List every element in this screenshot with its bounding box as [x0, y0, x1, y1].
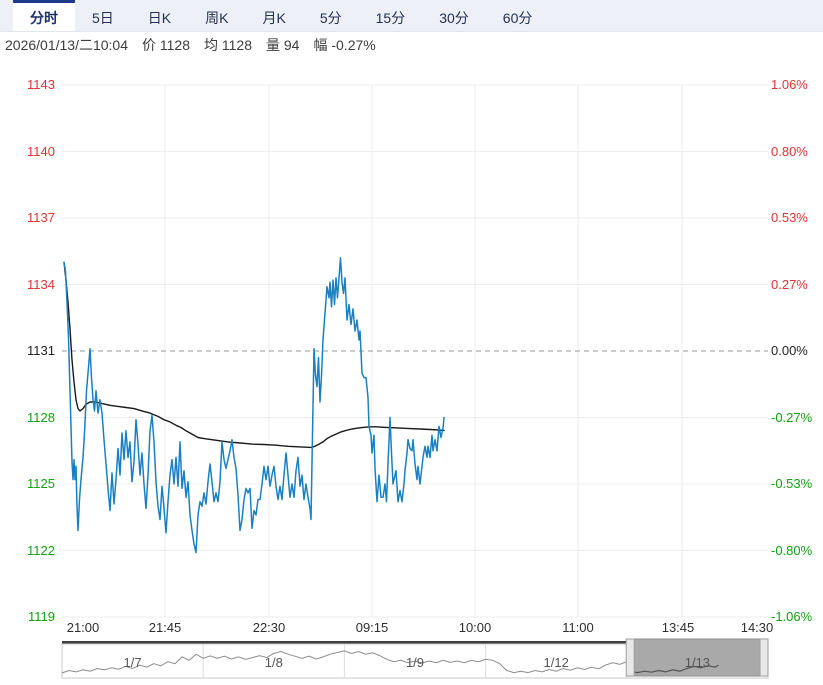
y-axis-label-left: 1143: [27, 77, 55, 92]
quote-price: 价 1128: [142, 32, 190, 59]
change-value: -0.27%: [331, 37, 376, 53]
volume-label: 量: [266, 37, 280, 53]
y-axis-label-left: 1140: [27, 143, 55, 159]
x-axis-label: 11:00: [562, 620, 594, 635]
y-axis-label-right: 1.06%: [771, 77, 808, 92]
y-axis-label-right: 0.27%: [771, 276, 808, 292]
navigator-line-selected: [630, 664, 719, 674]
navigator-handle-right[interactable]: [759, 638, 769, 677]
x-axis-label: 13:45: [661, 620, 695, 635]
y-axis-label-left: 1137: [27, 210, 55, 225]
y-axis-label-left: 1128: [27, 409, 55, 425]
x-axis-label: 21:45: [148, 620, 182, 635]
x-axis-label: 09:15: [355, 620, 389, 635]
x-axis-label: 22:30: [252, 620, 286, 635]
tab-5day[interactable]: 5日: [92, 10, 114, 26]
y-axis-label-left: 1119: [28, 609, 55, 624]
navigator-handle-left[interactable]: [625, 638, 635, 677]
x-axis-label: 21:00: [66, 620, 100, 635]
y-axis-label-left: 1131: [27, 343, 55, 358]
price-label: 价: [142, 37, 156, 53]
chart-area[interactable]: 1143 1140 1137 1134 1131 1128 1125 1122 1119 1.06…: [0, 59, 823, 682]
x-axis-label: 10:00: [458, 620, 492, 635]
average-line: [63, 261, 445, 449]
change-label: 幅: [313, 37, 328, 53]
y-axis-label-right: 0.80%: [771, 143, 808, 159]
y-axis-label-right: -0.80%: [771, 542, 813, 558]
tab-bar: 分时 5日 日K 周K 月K 5分 15分 30分 60分: [0, 0, 823, 32]
quote-average: 均 1128: [204, 32, 252, 59]
chart-canvas[interactable]: [0, 59, 823, 682]
tab-weekly-k[interactable]: 周K: [205, 10, 229, 26]
y-axis-label-left: 1125: [27, 476, 55, 491]
quote-datetime: 2026/01/13/二10:04: [5, 37, 128, 53]
y-axis-label-right: -0.27%: [771, 409, 813, 425]
quote-info-bar: 2026/01/13/二10:04 价 1128 均 1128 量 94 幅 -…: [0, 32, 823, 59]
navigator-date-label: 1/7: [123, 655, 142, 670]
tab-30min[interactable]: 30分: [439, 10, 469, 26]
navigator-date-label: 1/12: [543, 655, 569, 670]
x-axis-line: [62, 641, 629, 644]
quote-volume: 量 94: [266, 32, 299, 59]
tab-5min[interactable]: 5分: [319, 10, 342, 26]
y-axis-label-right: -1.06%: [771, 609, 813, 624]
average-label: 均: [204, 37, 218, 53]
navigator-date-label: 1/9: [405, 655, 425, 670]
tab-daily-k[interactable]: 日K: [147, 10, 172, 26]
navigator-line: [61, 650, 719, 674]
y-axis-label-right: -0.53%: [771, 476, 813, 491]
y-axis-label-left: 1134: [27, 276, 55, 292]
tab-minute[interactable]: 分时: [13, 0, 75, 31]
price-line: [63, 257, 445, 554]
navigator-date-label: 1/13: [684, 655, 711, 670]
average-value: 1128: [221, 37, 252, 53]
x-axis-label: 14:30: [740, 620, 774, 635]
y-axis-label-right: 0.00%: [771, 343, 808, 358]
tab-monthly-k[interactable]: 月K: [262, 10, 286, 26]
quote-change: 幅 -0.27%: [313, 32, 375, 59]
price-value: 1128: [159, 37, 190, 53]
y-axis-label-left: 1122: [27, 542, 55, 558]
navigator-selection[interactable]: [627, 638, 769, 677]
volume-value: 94: [283, 37, 300, 53]
tab-15min[interactable]: 15分: [375, 10, 406, 26]
navigator-date-label: 1/8: [264, 655, 283, 670]
y-axis-label-right: 0.53%: [771, 210, 808, 225]
tab-60min[interactable]: 60分: [502, 10, 533, 26]
